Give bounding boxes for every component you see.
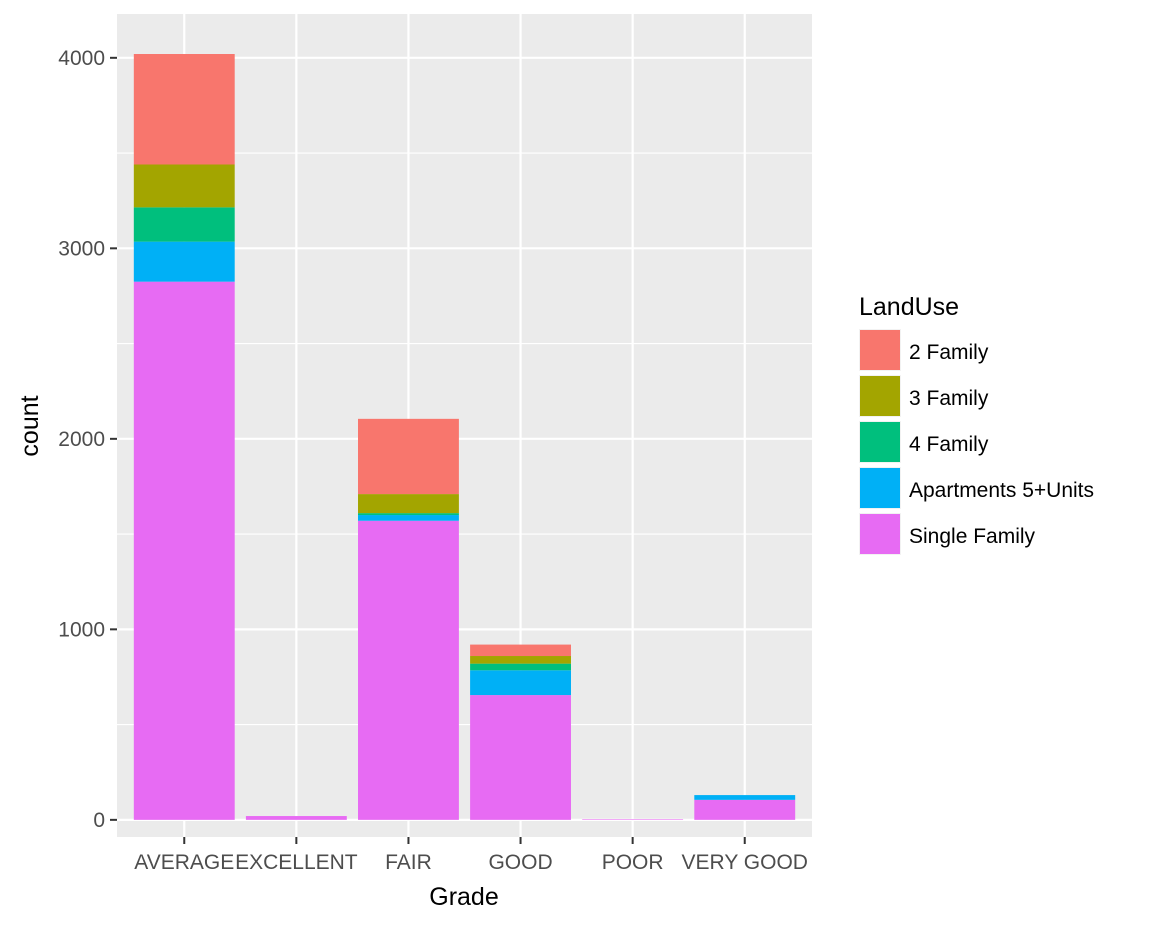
legend-items: 2 Family 3 Family 4 Family Apartments 5+Uni… — [859, 329, 1094, 555]
legend-swatch — [860, 514, 900, 554]
bar-segment-average-2-family — [133, 54, 235, 165]
bar-segment-good-2-family — [470, 644, 571, 657]
legend-swatch — [860, 468, 900, 508]
bar-segment-average-single-family — [133, 281, 235, 820]
legend-swatch — [860, 376, 900, 416]
bar-segment-good-single-family — [470, 695, 571, 820]
y-tick-label: 0 — [93, 809, 105, 832]
x-tick-label: POOR — [602, 851, 664, 874]
y-axis-title: count — [16, 395, 44, 456]
y-tick-label: 2000 — [58, 428, 105, 451]
legend-label: 3 Family — [909, 387, 989, 410]
bars — [133, 54, 796, 820]
bar-segment-fair-2-family — [358, 418, 459, 495]
x-tick-label: FAIR — [385, 851, 432, 874]
legend-label: Apartments 5+Units — [909, 479, 1094, 502]
x-tick-label: GOOD — [488, 851, 552, 874]
bar-segment-fair-apartments-5-units — [358, 515, 459, 521]
x-tick-label: VERY GOOD — [682, 851, 808, 874]
bar-segment-average-apartments-5-units — [133, 241, 235, 282]
bar-segment-fair-4-family — [358, 513, 459, 516]
x-tick-label: AVERAGE — [134, 851, 234, 874]
bar-segment-very-good-apartments-5-units — [694, 795, 796, 800]
y-axis-ticks: 0 1000 2000 3000 4000 — [58, 47, 117, 832]
y-tick-label: 4000 — [58, 47, 105, 70]
bar-segment-good-apartments-5-units — [470, 670, 571, 696]
bar-segment-average-4-family — [133, 207, 235, 242]
legend-label: 4 Family — [909, 433, 989, 456]
bar-segment-very-good-single-family — [694, 799, 796, 820]
legend-label: 2 Family — [909, 341, 989, 364]
legend-swatch — [860, 422, 900, 462]
legend-swatch — [860, 330, 900, 370]
x-axis-ticks: AVERAGE EXCELLENT FAIR GOOD POOR VERY GOOD — [134, 837, 808, 874]
x-axis-title: Grade — [429, 883, 498, 911]
bar-segment-fair-single-family — [358, 520, 459, 820]
legend: LandUse 2 Family 3 Family 4 Family Apartmen… — [859, 293, 1094, 555]
y-tick-label: 1000 — [58, 618, 105, 641]
bar-segment-average-3-family — [133, 164, 235, 208]
bar-segment-excellent-single-family — [245, 816, 347, 820]
bar-segment-good-3-family — [470, 656, 571, 664]
y-tick-label: 3000 — [58, 237, 105, 260]
bar-segment-fair-3-family — [358, 494, 459, 514]
x-tick-label: EXCELLENT — [235, 851, 358, 874]
legend-label: Single Family — [909, 525, 1036, 548]
bar-segment-poor-single-family — [582, 819, 684, 820]
legend-title: LandUse — [859, 293, 959, 321]
bar-segment-good-4-family — [470, 663, 571, 671]
